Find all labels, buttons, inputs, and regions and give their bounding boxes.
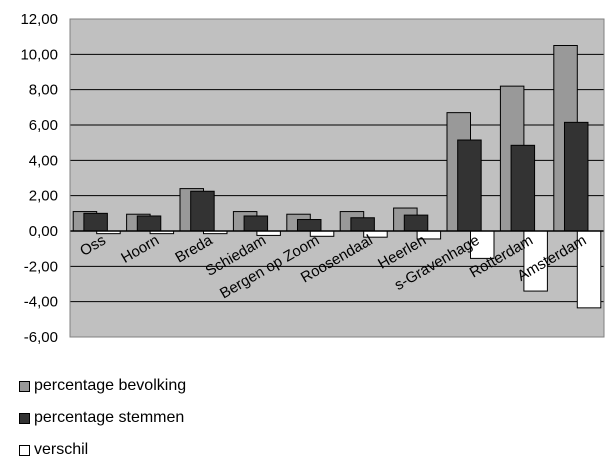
y-tick-label: 2,00 — [29, 188, 58, 205]
legend-swatch-verschil — [19, 444, 30, 456]
legend-label: percentage bevolking — [34, 377, 187, 394]
bar-stemmen — [296, 219, 322, 232]
bars — [72, 45, 602, 309]
bar-stemmen — [510, 144, 536, 232]
bar-stemmen — [350, 217, 375, 232]
legend-label: percentage stemmen — [34, 409, 185, 426]
y-tick-label: 8,00 — [29, 82, 58, 99]
legend-item: verschil — [0, 440, 186, 460]
bar-chart: -6,00 -4,00 -2,00 0,00 2,00 4,00 6,00 8,00 10,00… — [20, 11, 605, 346]
y-tick-label: -4,00 — [24, 294, 58, 311]
bar-stemmen — [190, 190, 215, 232]
y-tick-label: 6,00 — [29, 117, 58, 134]
bar-stemmen — [243, 215, 269, 232]
axes — [69, 18, 605, 338]
legend: percentage bevolking percentage stemmen … — [0, 376, 186, 472]
bar-stemmen — [83, 212, 108, 232]
y-tick-label: 12,00 — [20, 11, 58, 28]
legend-item: percentage bevolking — [0, 376, 186, 396]
y-tick-label: 0,00 — [29, 223, 58, 240]
bar-stemmen — [403, 214, 429, 232]
y-tick-label: -2,00 — [24, 258, 58, 275]
bar-stemmen — [457, 139, 482, 232]
y-axis-ticks: -6,00 -4,00 -2,00 0,00 2,00 4,00 6,00 8,00 10,00… — [20, 11, 58, 346]
plot-border — [69, 18, 605, 338]
y-tick-label: 10,00 — [20, 46, 58, 63]
legend-swatch-stemmen — [19, 412, 30, 424]
y-tick-label: 4,00 — [29, 152, 58, 169]
bar-stemmen — [136, 215, 162, 232]
legend-item: percentage stemmen — [0, 408, 186, 428]
legend-label: verschil — [34, 441, 89, 458]
legend-swatch-bevolking — [19, 380, 30, 392]
y-tick-label: -6,00 — [24, 329, 58, 346]
bar-stemmen — [563, 121, 589, 232]
